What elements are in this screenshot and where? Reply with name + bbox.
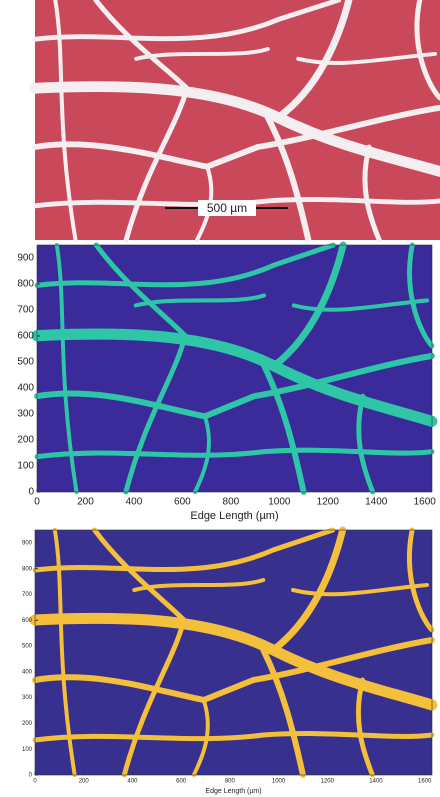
y-tick-label: 500 — [17, 357, 34, 368]
x-axis-label: Edge Length (µm) — [205, 788, 261, 795]
x-tick-label: 1000 — [272, 779, 286, 785]
y-tick-label: 200 — [17, 435, 34, 446]
x-tick-label: 600 — [174, 497, 191, 508]
y-tick-label: 0 — [28, 487, 34, 498]
y-tick-label: 400 — [22, 669, 33, 675]
histology-panel: 500 µm — [35, 0, 440, 240]
x-tick-label: 200 — [77, 497, 94, 508]
x-tick-label: 800 — [223, 497, 240, 508]
probability-panel — [35, 530, 432, 775]
x-tick-label: 800 — [225, 779, 236, 785]
figure: 500 µm 020040060080010001200140016000100… — [0, 0, 440, 797]
y-tick-label: 500 — [22, 644, 33, 650]
x-tick-label: 0 — [33, 779, 37, 785]
y-tick-label: 900 — [17, 253, 34, 264]
x-tick-label: 1000 — [268, 497, 291, 508]
y-tick-label: 600 — [22, 618, 33, 624]
x-tick-label: 400 — [126, 497, 143, 508]
x-tick-label: 1200 — [317, 497, 340, 508]
x-tick-label: 1400 — [369, 779, 383, 785]
x-tick-label: 0 — [34, 497, 40, 508]
y-tick-label: 600 — [17, 331, 34, 342]
scale-bar-label: 500 µm — [207, 201, 247, 215]
y-tick-label: 100 — [17, 461, 34, 472]
x-tick-label: 1600 — [418, 779, 432, 785]
y-tick-label: 700 — [22, 592, 33, 598]
segmentation-panel — [37, 245, 432, 492]
x-tick-label: 1200 — [321, 779, 335, 785]
y-tick-label: 300 — [22, 695, 33, 701]
y-tick-label: 800 — [22, 566, 33, 572]
y-tick-label: 700 — [17, 305, 34, 316]
y-tick-label: 400 — [17, 383, 34, 394]
y-tick-label: 0 — [29, 773, 33, 779]
y-tick-label: 200 — [22, 721, 33, 727]
y-tick-label: 100 — [22, 747, 33, 753]
y-tick-label: 800 — [17, 279, 34, 290]
y-tick-label: 300 — [17, 409, 34, 420]
x-tick-label: 1600 — [414, 497, 437, 508]
x-tick-label: 1400 — [365, 497, 388, 508]
y-tick-label: 900 — [22, 540, 33, 546]
x-tick-label: 600 — [176, 779, 187, 785]
x-tick-label: 200 — [79, 779, 90, 785]
x-tick-label: 400 — [127, 779, 138, 785]
x-axis-label: Edge Length (µm) — [190, 510, 278, 522]
